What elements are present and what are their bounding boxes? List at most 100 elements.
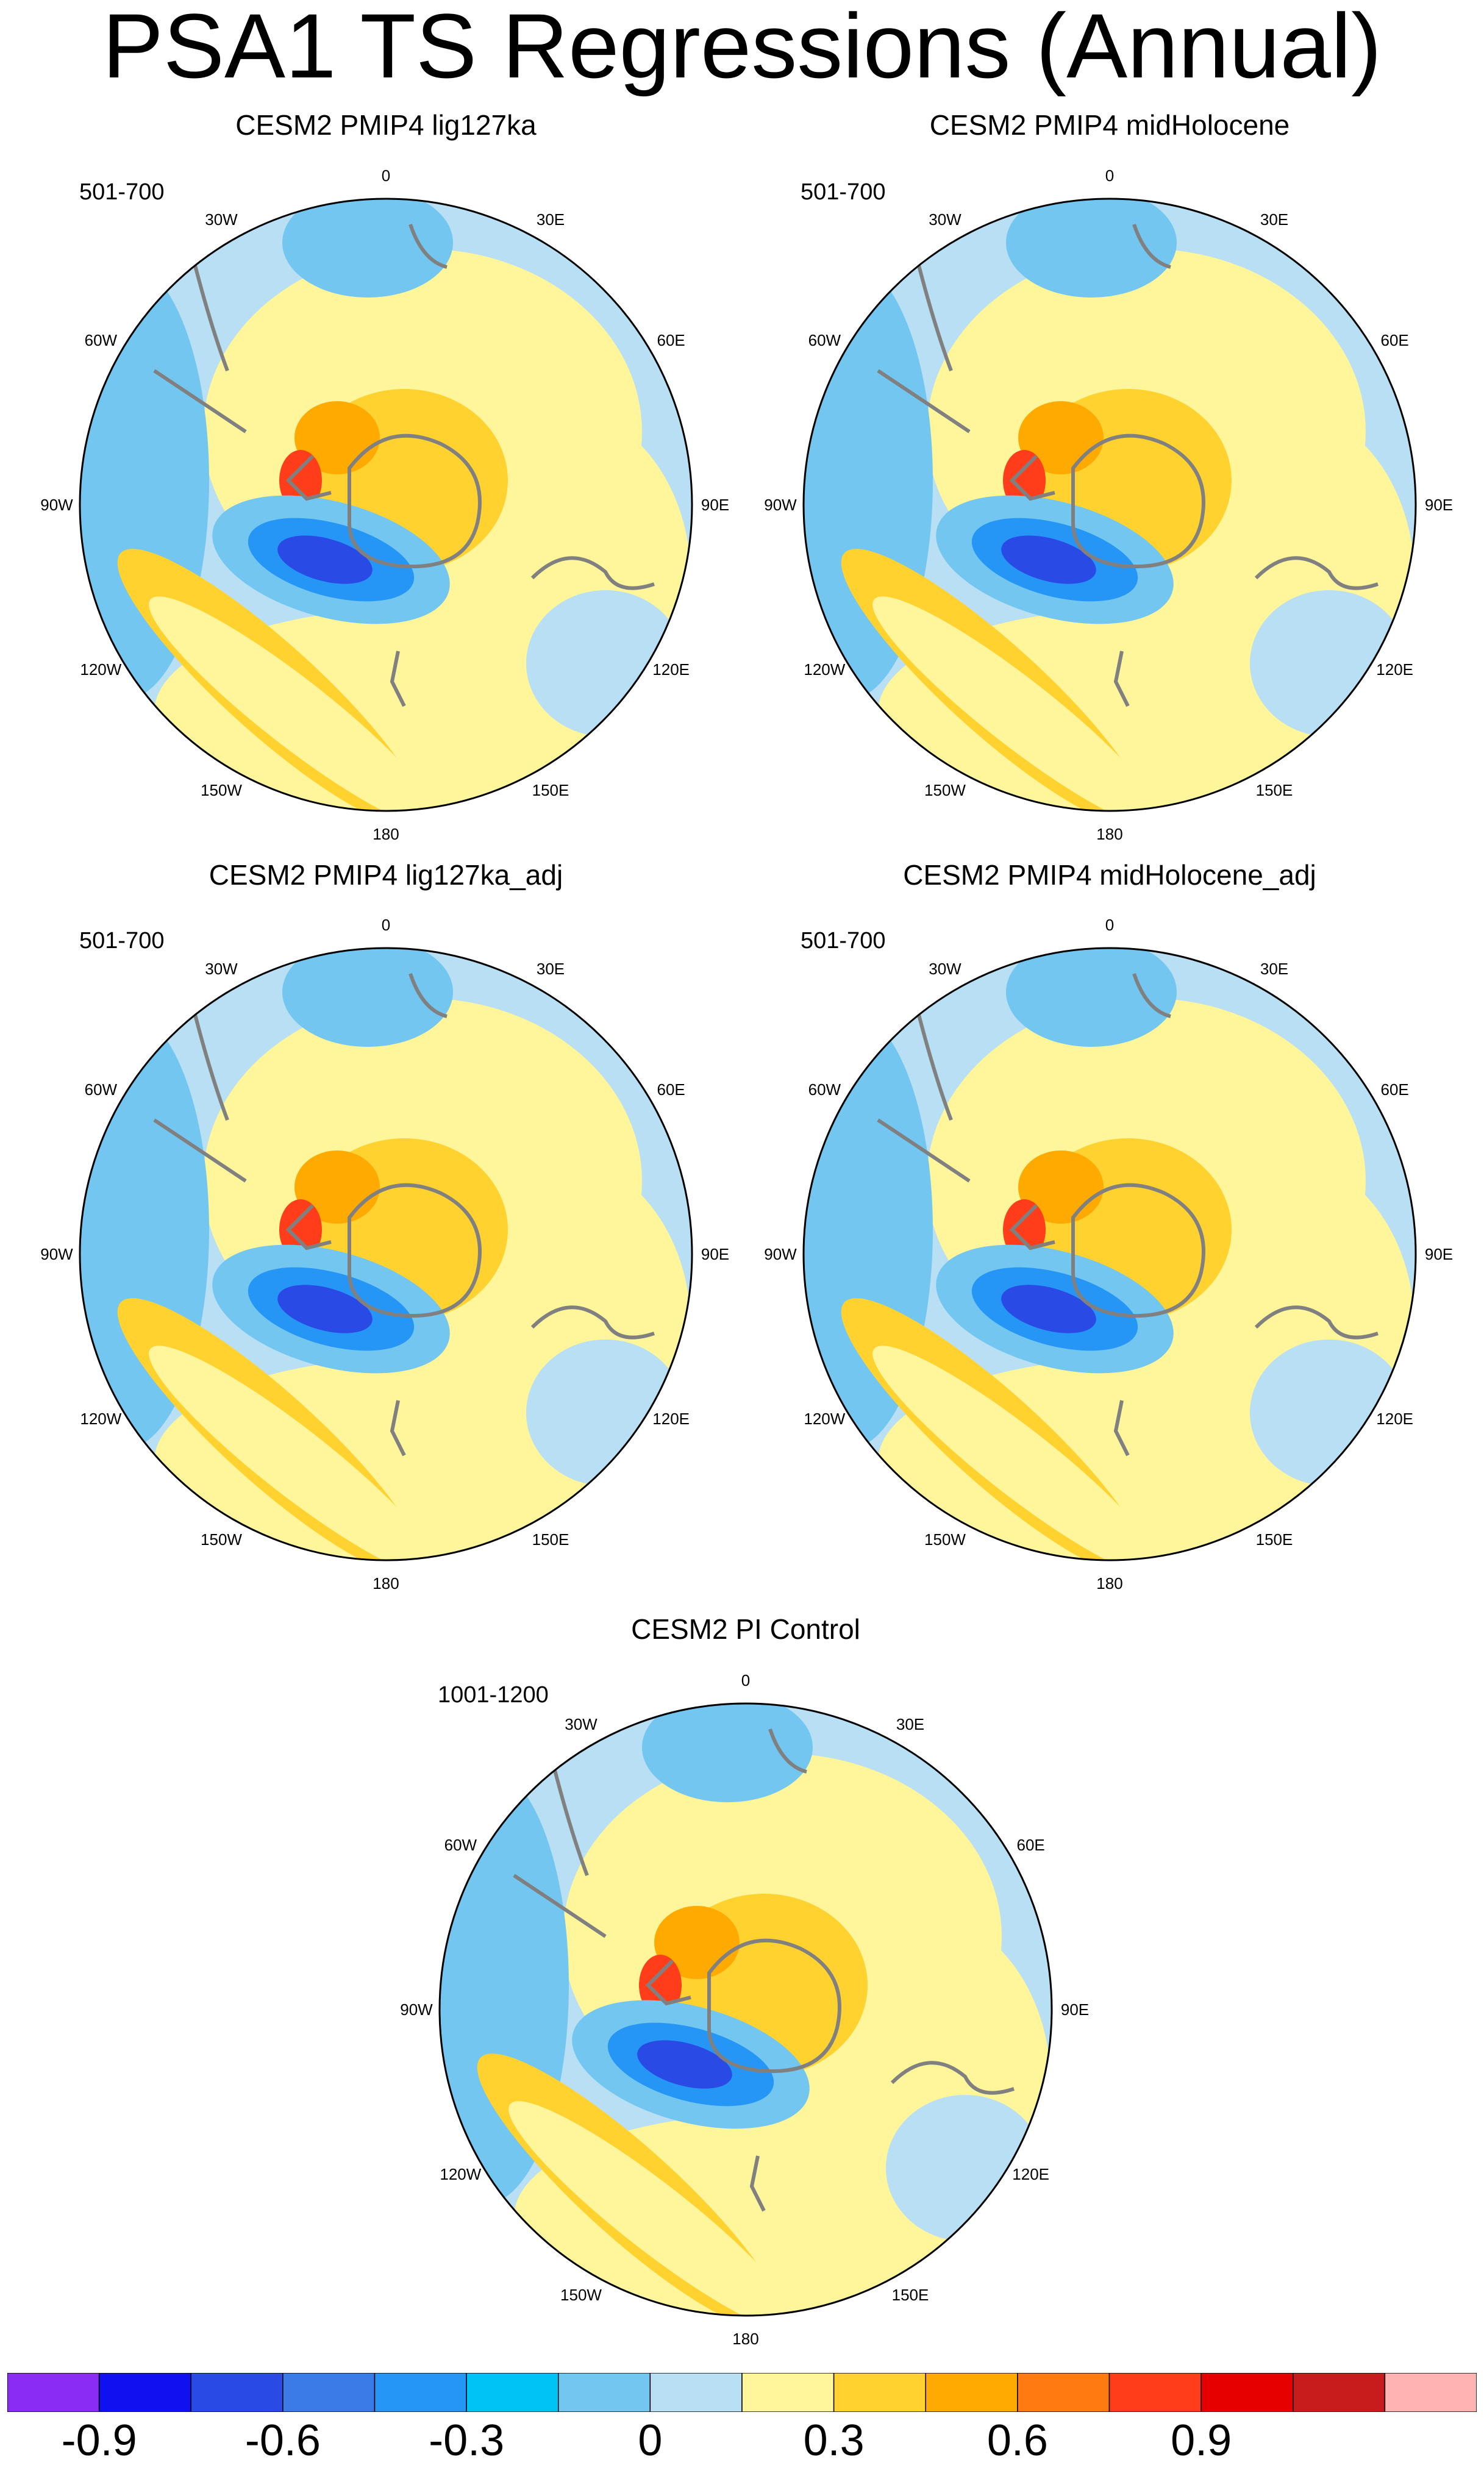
- panel-period: 501-700: [801, 179, 886, 205]
- panel-title: CESM2 PMIP4 midHolocene_adj: [903, 859, 1316, 891]
- colorbar-swatch: [649, 2373, 743, 2412]
- cool-region: [282, 199, 453, 298]
- polar-map: [79, 947, 693, 1561]
- cool-region: [282, 948, 453, 1047]
- longitude-label: 120E: [1376, 1410, 1414, 1428]
- longitude-label: 120E: [652, 660, 690, 679]
- longitude-label: 30E: [896, 1715, 925, 1734]
- longitude-label: 0: [381, 916, 391, 934]
- cold-anomaly: [1001, 535, 1096, 584]
- longitude-label: 150E: [1255, 780, 1293, 799]
- longitude-label: 120E: [652, 1410, 690, 1428]
- longitude-label: 120W: [80, 1410, 122, 1428]
- colorbar-swatch: [466, 2373, 559, 2412]
- longitude-label: 90W: [40, 496, 73, 514]
- longitude-label: 30W: [205, 960, 238, 979]
- longitude-label: 150W: [201, 1530, 242, 1549]
- coastline: [877, 973, 1379, 1457]
- polar-map: [802, 947, 1417, 1561]
- coastline: [877, 224, 1379, 707]
- longitude-label: 60W: [808, 331, 841, 349]
- coastline: [153, 973, 655, 1457]
- panel-title: CESM2 PI Control: [631, 1613, 860, 1645]
- longitude-label: 90E: [1424, 496, 1454, 514]
- longitude-label: 120W: [80, 660, 122, 679]
- longitude-label: 150E: [532, 1530, 569, 1549]
- map-frame: [79, 947, 693, 1561]
- warm-arc: [872, 1346, 1164, 1560]
- longitude-label: 150E: [891, 2285, 929, 2304]
- longitude-label: 150E: [532, 780, 569, 799]
- panel-title: CESM2 PMIP4 lig127ka: [235, 109, 537, 141]
- longitude-label: 60E: [1380, 1080, 1409, 1099]
- longitude-label: 120W: [804, 1410, 846, 1428]
- colorbar-swatch: [741, 2373, 835, 2412]
- colorbar-swatch: [1108, 2373, 1202, 2412]
- colorbar-swatch: [925, 2373, 1018, 2412]
- colorbar-tick-label: 0.6: [986, 2416, 1048, 2465]
- polar-map: [438, 1702, 1053, 2317]
- longitude-label: 0: [1105, 166, 1115, 185]
- cool-region: [1006, 948, 1177, 1047]
- colorbar-swatch: [190, 2373, 284, 2412]
- panel-title: CESM2 PMIP4 midHolocene: [929, 109, 1290, 141]
- longitude-label: 90W: [764, 1245, 797, 1263]
- longitude-label: 150W: [560, 2285, 602, 2304]
- polar-map: [802, 198, 1417, 812]
- longitude-label: 30E: [1260, 210, 1289, 229]
- longitude-label: 60E: [657, 1080, 685, 1099]
- longitude-label: 120E: [1376, 660, 1414, 679]
- colorbar-swatch: [1017, 2373, 1110, 2412]
- panel-title: CESM2 PMIP4 lig127ka_adj: [209, 859, 563, 891]
- longitude-label: 0: [381, 166, 391, 185]
- longitude-label: 60W: [84, 331, 118, 349]
- warm-arc: [149, 1346, 440, 1560]
- colorbar-tick-label: 0: [638, 2416, 663, 2465]
- colorbar-swatch: [1200, 2373, 1294, 2412]
- colorbar-tick-label: 0.9: [1171, 2416, 1232, 2465]
- colorbar-swatch: [7, 2373, 100, 2412]
- colorbar-swatch: [558, 2373, 651, 2412]
- panel-period: 501-700: [801, 928, 886, 954]
- warm-arc: [872, 596, 1164, 811]
- panel-period: 1001-1200: [438, 1682, 549, 1708]
- longitude-label: 180: [1096, 1574, 1123, 1593]
- colorbar-swatch: [374, 2373, 467, 2412]
- longitude-label: 180: [373, 825, 399, 843]
- longitude-label: 0: [1105, 916, 1115, 934]
- longitude-label: 30W: [929, 210, 961, 229]
- map-frame: [79, 198, 693, 812]
- longitude-label: 120W: [440, 2165, 482, 2183]
- longitude-label: 30E: [536, 960, 565, 979]
- cold-anomaly: [637, 2040, 732, 2089]
- longitude-label: 30W: [929, 960, 961, 979]
- coastline: [153, 224, 655, 707]
- polar-map: [79, 198, 693, 812]
- warm-arc: [149, 596, 440, 811]
- colorbar-swatch: [98, 2373, 191, 2412]
- longitude-label: 180: [732, 2330, 759, 2348]
- longitude-label: 30W: [565, 1715, 598, 1734]
- longitude-label: 180: [373, 1574, 399, 1593]
- longitude-label: 90E: [701, 1245, 730, 1263]
- cold-anomaly: [277, 535, 373, 584]
- cool-region: [642, 1703, 813, 1802]
- figure-title: PSA1 TS Regressions (Annual): [102, 0, 1382, 97]
- longitude-label: 0: [741, 1671, 751, 1689]
- colorbar-tick-label: -0.3: [429, 2416, 505, 2465]
- map-frame: [802, 947, 1417, 1561]
- cold-anomaly: [1001, 1285, 1096, 1333]
- panel-period: 501-700: [79, 928, 165, 954]
- longitude-label: 150W: [924, 780, 966, 799]
- longitude-label: 60E: [1380, 331, 1409, 349]
- longitude-label: 150W: [201, 780, 242, 799]
- longitude-label: 30W: [205, 210, 238, 229]
- panel-period: 501-700: [79, 179, 165, 205]
- longitude-label: 60W: [84, 1080, 118, 1099]
- longitude-label: 90W: [400, 2000, 433, 2019]
- cold-anomaly: [277, 1285, 373, 1333]
- longitude-label: 30E: [536, 210, 565, 229]
- longitude-label: 150E: [1255, 1530, 1293, 1549]
- longitude-label: 120W: [804, 660, 846, 679]
- colorbar-swatch: [833, 2373, 926, 2412]
